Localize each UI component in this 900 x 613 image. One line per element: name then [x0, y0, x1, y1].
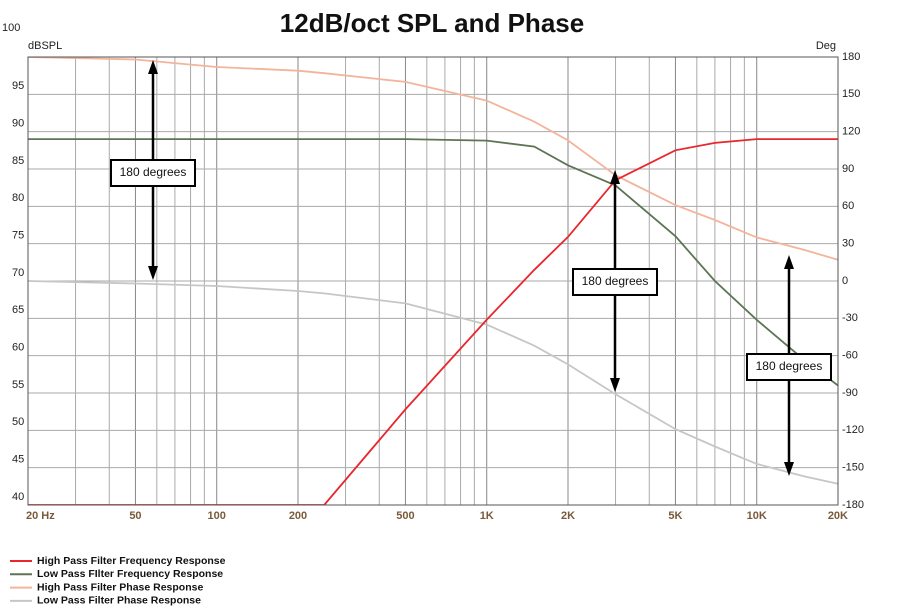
y2-tick-label: 0 [842, 275, 848, 287]
y2-tick-label: 150 [842, 88, 860, 100]
y2-tick-label: 30 [842, 238, 854, 250]
y-tick-label: 80 [12, 192, 24, 204]
y2-tick-label: -120 [842, 424, 864, 436]
y-tick-label: 70 [12, 267, 24, 279]
annotation-box [110, 159, 196, 187]
y-axis-label: dBSPL [28, 40, 62, 52]
annotation: 180 degrees [582, 274, 649, 288]
series-line [28, 57, 838, 261]
x-tick-label: 100 [208, 510, 226, 522]
x-tick-label: 500 [396, 510, 414, 522]
y-tick-label: 45 [12, 454, 24, 466]
series-line [28, 280, 838, 485]
arrow-head [610, 170, 620, 184]
annotation: 180 degrees [120, 165, 187, 179]
x-tick-label: 2K [561, 510, 575, 522]
y-tick-label: 95 [12, 80, 24, 92]
y2-tick-label: -150 [842, 462, 864, 474]
y-tick-label: 100 [2, 22, 20, 34]
y-tick-label: 40 [12, 491, 24, 503]
series-line [28, 138, 838, 505]
x-tick-label: 1K [480, 510, 494, 522]
arrow-head [784, 255, 794, 269]
y-tick-label: 85 [12, 155, 24, 167]
y2-tick-label: -30 [842, 312, 858, 324]
x-tick-label: 5K [668, 510, 682, 522]
y-tick-label: 60 [12, 342, 24, 354]
x-tick-label: 200 [289, 510, 307, 522]
legend-label: High Pass Filter Phase Response [37, 581, 203, 593]
y2-tick-label: 90 [842, 163, 854, 175]
arrow-head [148, 60, 158, 74]
annotation-box [572, 268, 658, 296]
series-line [28, 138, 838, 387]
y2-tick-label: -90 [842, 387, 858, 399]
y2-axis-label: Deg [816, 40, 836, 52]
y2-tick-label: -60 [842, 350, 858, 362]
y-tick-label: 75 [12, 230, 24, 242]
y2-tick-label: 180 [842, 51, 860, 63]
plot-border [27, 56, 839, 506]
y-tick-label: 65 [12, 304, 24, 316]
legend-label: Low Pass FIlter Frequency Response [37, 568, 223, 580]
annotation-box [746, 353, 832, 381]
y-tick-label: 55 [12, 379, 24, 391]
chart-title: 12dB/oct SPL and Phase [280, 8, 584, 38]
arrow-head [784, 462, 794, 476]
y-tick-label: 90 [12, 118, 24, 130]
x-tick-label: 20K [828, 510, 848, 522]
arrow-head [148, 266, 158, 280]
x-tick-label: 20 Hz [26, 510, 55, 522]
x-tick-label: 50 [129, 510, 141, 522]
arrow-head [610, 378, 620, 392]
y2-tick-label: 120 [842, 126, 860, 138]
legend-label: High Pass Filter Frequency Response [37, 555, 226, 567]
x-tick-label: 10K [747, 510, 767, 522]
annotation: 180 degrees [756, 359, 823, 373]
y2-tick-label: -180 [842, 499, 864, 511]
y-tick-label: 50 [12, 416, 24, 428]
legend-label: Low Pass Filter Phase Response [37, 595, 201, 607]
y2-tick-label: 60 [842, 200, 854, 212]
